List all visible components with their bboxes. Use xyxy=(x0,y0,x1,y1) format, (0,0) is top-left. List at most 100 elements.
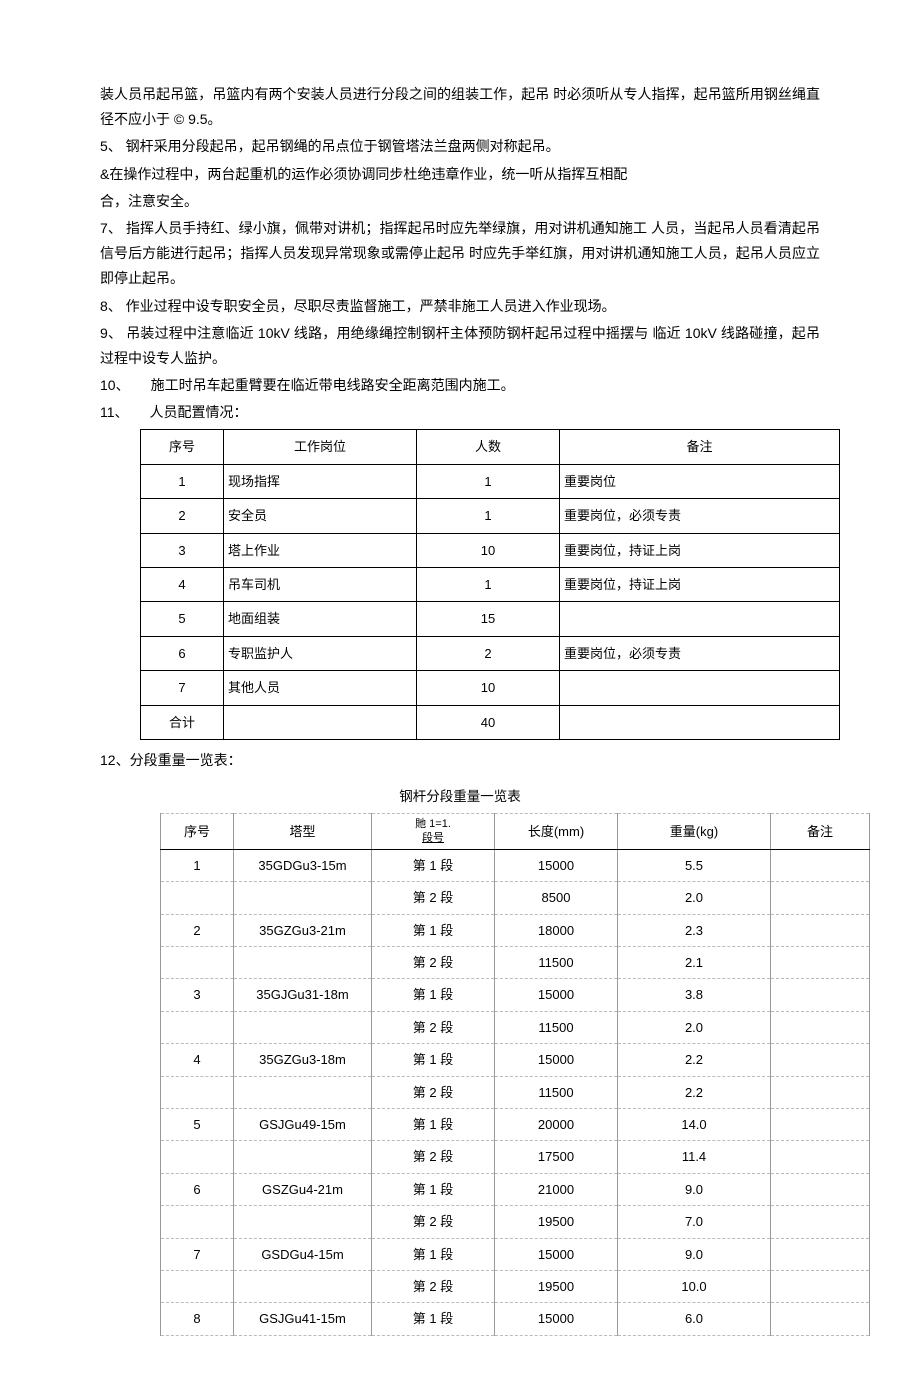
table-cell: 第 2 段 xyxy=(372,1011,495,1043)
table-cell: 7 xyxy=(141,671,224,705)
table-cell: 第 1 段 xyxy=(372,1303,495,1335)
table-cell xyxy=(771,914,870,946)
table-cell: 重要岗位，持证上岗 xyxy=(560,568,840,602)
table-cell xyxy=(560,671,840,705)
table-cell: 第 1 段 xyxy=(372,1173,495,1205)
table-cell: 3.8 xyxy=(618,979,771,1011)
paragraph: &在操作过程中，两台起重机的运作必须协调同步杜绝违章作业，统一听从指挥互相配 xyxy=(100,162,820,187)
table-cell: 35GJGu31-18m xyxy=(234,979,372,1011)
table-cell: 5.5 xyxy=(618,849,771,881)
table-cell: 4 xyxy=(161,1044,234,1076)
table-cell: 1 xyxy=(417,464,560,498)
table-row: 5GSJGu49-15m第 1 段2000014.0 xyxy=(161,1108,870,1140)
table-cell xyxy=(224,705,417,739)
table-cell xyxy=(771,946,870,978)
table-cell: 9.0 xyxy=(618,1173,771,1205)
table-cell: 10.0 xyxy=(618,1270,771,1302)
table-cell: 2 xyxy=(161,914,234,946)
table-cell: 11.4 xyxy=(618,1141,771,1173)
table-row: 第 2 段1950010.0 xyxy=(161,1270,870,1302)
table-cell xyxy=(161,1011,234,1043)
table-cell xyxy=(234,1011,372,1043)
table-cell: 10 xyxy=(417,671,560,705)
col-seg: 貤 1=1. 段号 xyxy=(372,814,495,849)
table-cell xyxy=(771,1270,870,1302)
table-cell: 第 2 段 xyxy=(372,1206,495,1238)
table-cell: 14.0 xyxy=(618,1108,771,1140)
table-cell xyxy=(234,946,372,978)
paragraph: 9、 吊装过程中注意临近 10kV 线路，用绝缘绳控制钢杆主体预防钢杆起吊过程中… xyxy=(100,321,820,371)
table-cell: 第 1 段 xyxy=(372,1238,495,1270)
personnel-table: 序号 工作岗位 人数 备注 1现场指挥1重要岗位2安全员1重要岗位，必须专责3塔… xyxy=(140,429,840,740)
table-cell: 6 xyxy=(161,1173,234,1205)
table-cell: 5 xyxy=(141,602,224,636)
table-cell: 11500 xyxy=(495,1011,618,1043)
table-cell: 40 xyxy=(417,705,560,739)
weight-table: 序号 塔型 貤 1=1. 段号 长度(mm) 重量(kg) 备注 135GDGu… xyxy=(160,813,870,1335)
table-cell: 5 xyxy=(161,1108,234,1140)
table-row: 第 2 段195007.0 xyxy=(161,1206,870,1238)
table-cell xyxy=(560,602,840,636)
table-cell: 10 xyxy=(417,533,560,567)
col-type: 塔型 xyxy=(234,814,372,849)
table-cell: 2 xyxy=(417,636,560,670)
table-cell: 21000 xyxy=(495,1173,618,1205)
table-cell xyxy=(771,1011,870,1043)
table-cell: 20000 xyxy=(495,1108,618,1140)
table-cell: 2.2 xyxy=(618,1076,771,1108)
table-cell: 18000 xyxy=(495,914,618,946)
table-cell: 重要岗位，持证上岗 xyxy=(560,533,840,567)
table-cell: 15000 xyxy=(495,849,618,881)
table-cell: 3 xyxy=(161,979,234,1011)
table-row: 235GZGu3-21m第 1 段180002.3 xyxy=(161,914,870,946)
paragraph: 10、 施工时吊车起重臂要在临近带电线路安全距离范围内施工。 xyxy=(100,373,820,398)
table-cell: 1 xyxy=(417,499,560,533)
paragraph: 8、 作业过程中设专职安全员，尽职尽责监督施工，严禁非施工人员进入作业现场。 xyxy=(100,294,820,319)
table-cell: 15000 xyxy=(495,1303,618,1335)
table-header-row: 序号 塔型 貤 1=1. 段号 长度(mm) 重量(kg) 备注 xyxy=(161,814,870,849)
table-cell: 1 xyxy=(417,568,560,602)
table-row: 7其他人员10 xyxy=(141,671,840,705)
paragraph: 7、 指挥人员手持红、绿小旗，佩带对讲机；指挥起吊时应先举绿旗，用对讲机通知施工… xyxy=(100,216,820,292)
table-cell: 8 xyxy=(161,1303,234,1335)
table-row: 2安全员1重要岗位，必须专责 xyxy=(141,499,840,533)
table-cell: 15 xyxy=(417,602,560,636)
col-note: 备注 xyxy=(560,430,840,464)
table-cell: 现场指挥 xyxy=(224,464,417,498)
table-row: 第 2 段115002.2 xyxy=(161,1076,870,1108)
col-seg-bot: 段号 xyxy=(378,832,488,845)
table-cell xyxy=(161,882,234,914)
col-seq: 序号 xyxy=(141,430,224,464)
table-row: 5地面组装15 xyxy=(141,602,840,636)
table-cell: 9.0 xyxy=(618,1238,771,1270)
table-row: 4吊车司机1重要岗位，持证上岗 xyxy=(141,568,840,602)
table-cell: 17500 xyxy=(495,1141,618,1173)
table-row: 合计 40 xyxy=(141,705,840,739)
table-cell: 重要岗位 xyxy=(560,464,840,498)
table-cell: GSZGu4-21m xyxy=(234,1173,372,1205)
table-cell: 其他人员 xyxy=(224,671,417,705)
table-cell: 35GDGu3-15m xyxy=(234,849,372,881)
table-cell: 4 xyxy=(141,568,224,602)
table-cell: 合计 xyxy=(141,705,224,739)
col-seq: 序号 xyxy=(161,814,234,849)
table-cell: 6.0 xyxy=(618,1303,771,1335)
table-row: 3塔上作业10重要岗位，持证上岗 xyxy=(141,533,840,567)
table-cell xyxy=(234,1076,372,1108)
table-cell: 2.0 xyxy=(618,882,771,914)
table-cell xyxy=(234,1270,372,1302)
table-cell: 第 2 段 xyxy=(372,882,495,914)
table-cell: 6 xyxy=(141,636,224,670)
table-cell xyxy=(771,1044,870,1076)
table-cell: 第 1 段 xyxy=(372,849,495,881)
table-cell xyxy=(161,1141,234,1173)
col-wt: 重量(kg) xyxy=(618,814,771,849)
table-cell: 7 xyxy=(161,1238,234,1270)
table-cell: GSJGu41-15m xyxy=(234,1303,372,1335)
table-cell xyxy=(771,1238,870,1270)
table-row: 335GJGu31-18m第 1 段150003.8 xyxy=(161,979,870,1011)
paragraph: 合，注意安全。 xyxy=(100,189,820,214)
table-cell: 11500 xyxy=(495,946,618,978)
table-cell: 2.0 xyxy=(618,1011,771,1043)
paragraph: 装人员吊起吊篮，吊篮内有两个安装人员进行分段之间的组装工作，起吊 时必须听从专人… xyxy=(100,82,820,132)
